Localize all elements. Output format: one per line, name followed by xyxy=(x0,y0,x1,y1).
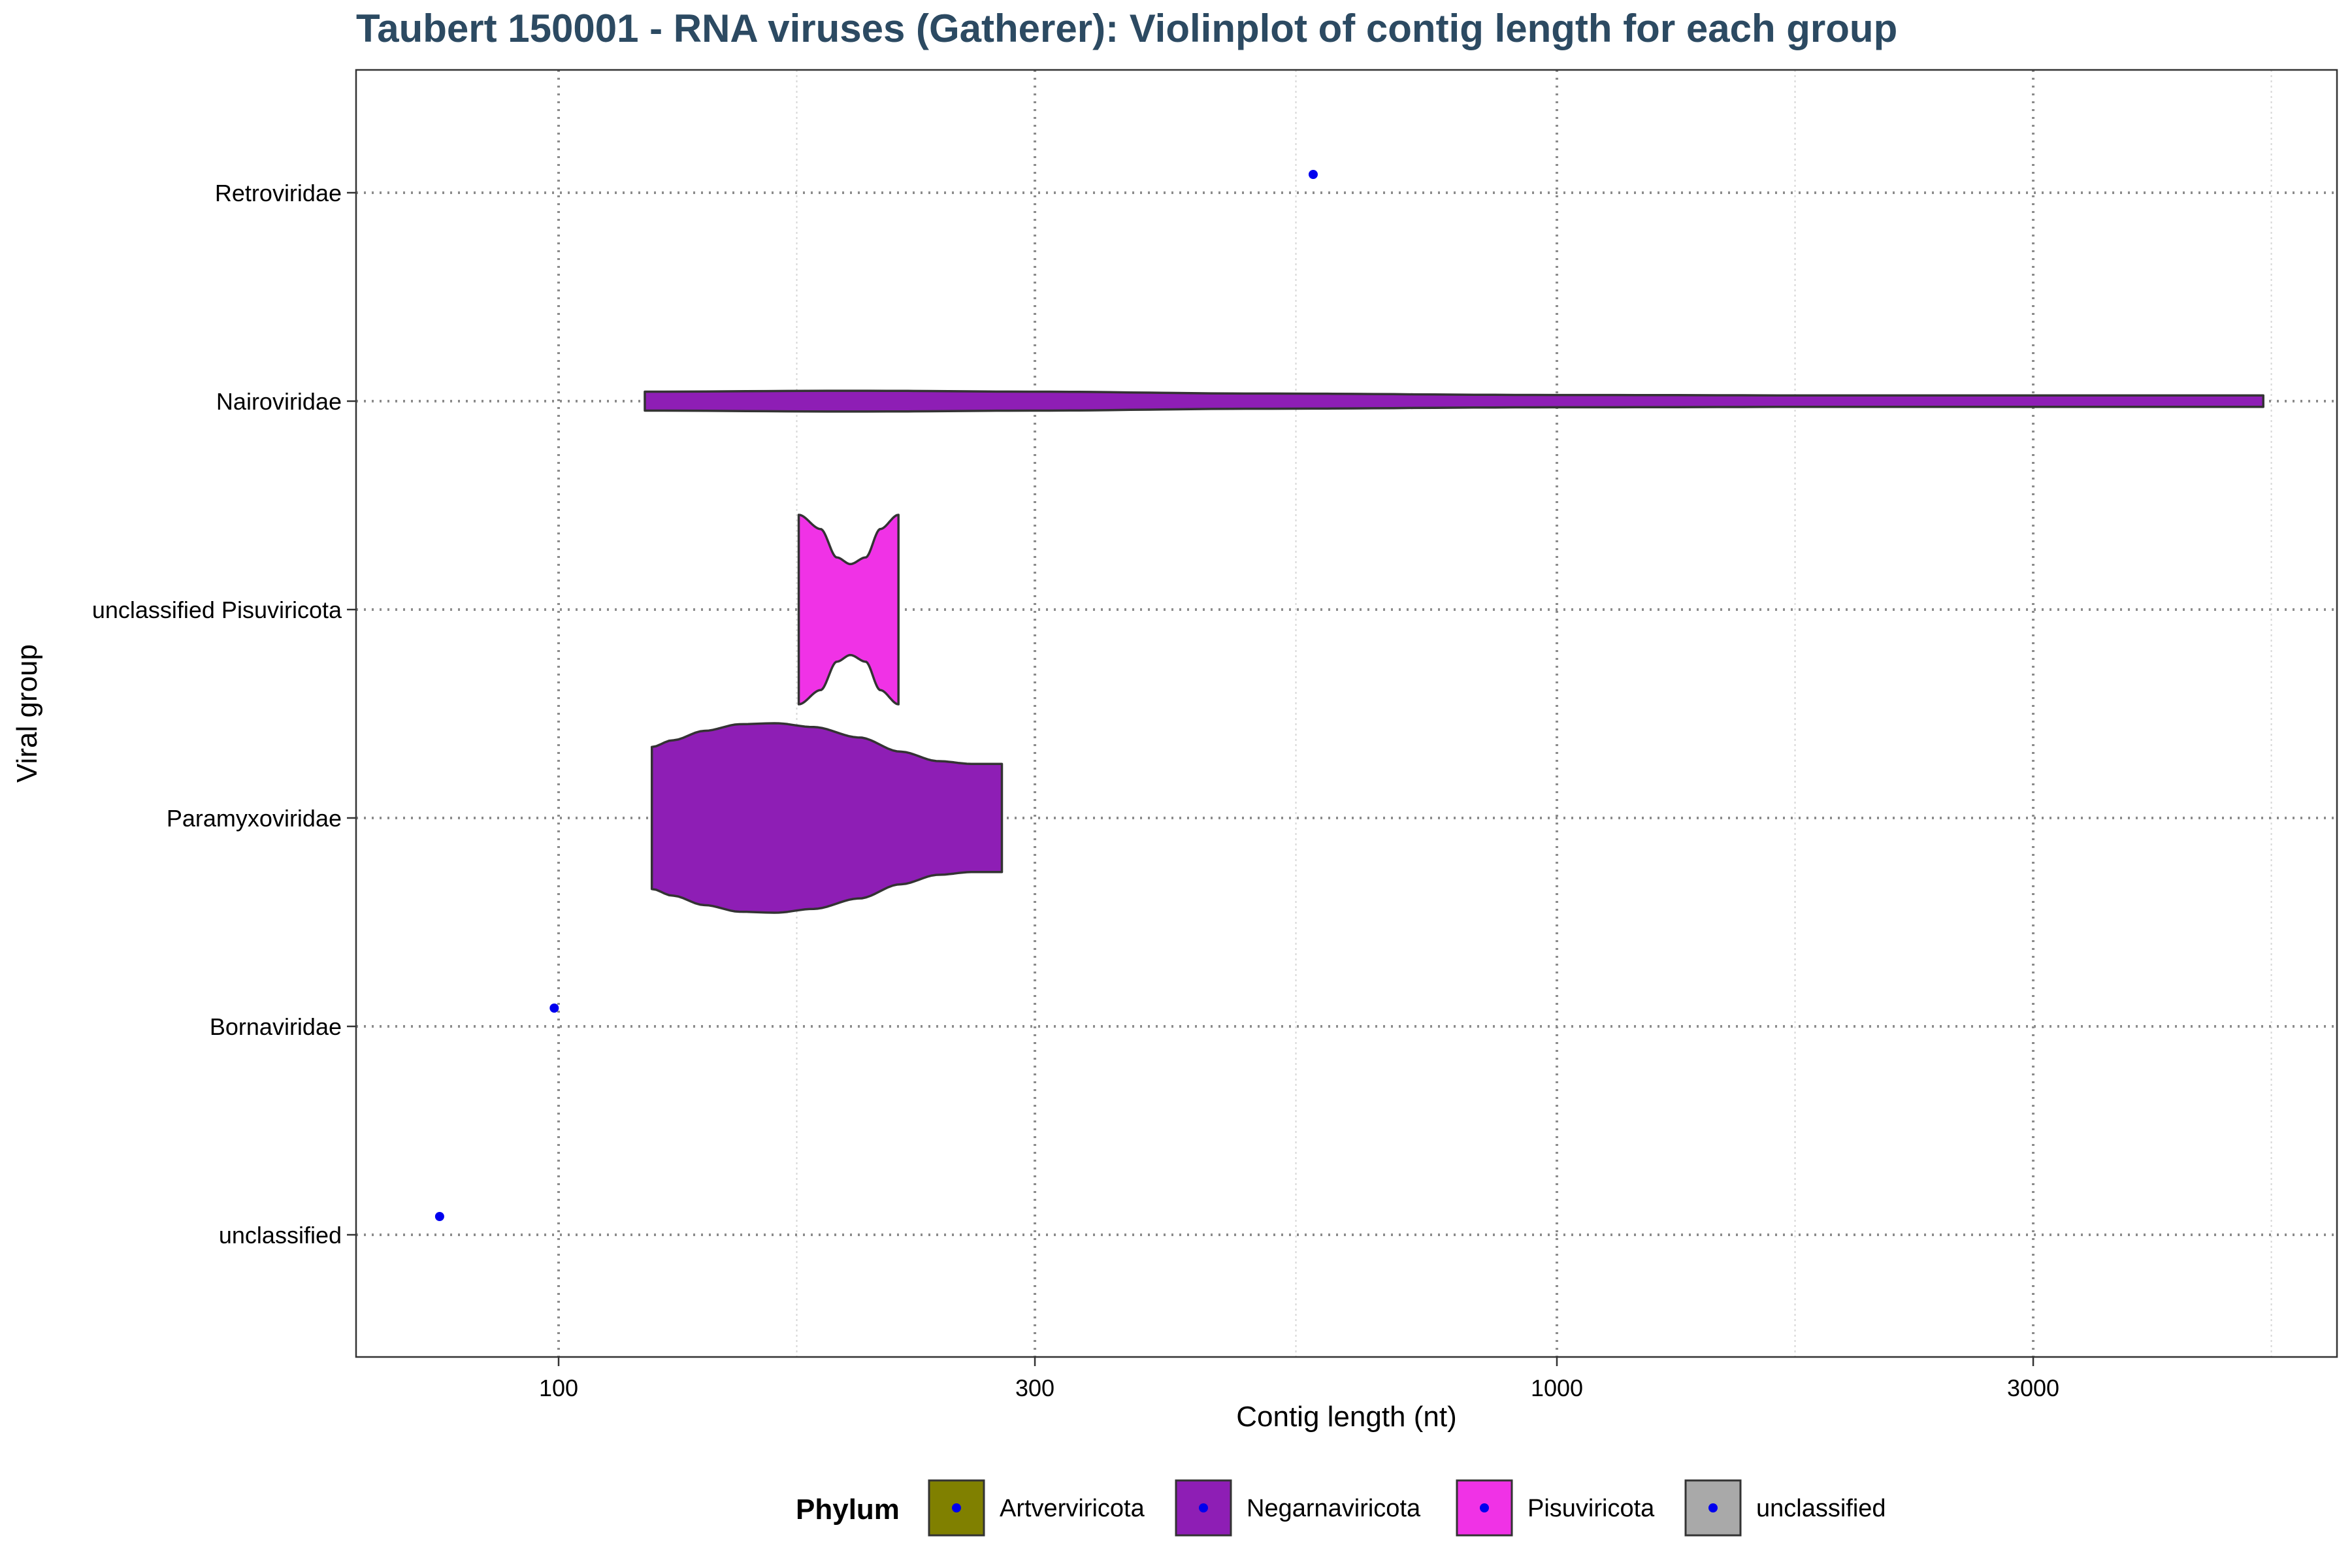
x-axis-label: Contig length (nt) xyxy=(1236,1401,1457,1433)
legend-label: unclassified xyxy=(1756,1495,1886,1522)
legend-label: Pisuviricota xyxy=(1527,1495,1655,1522)
x-tick-label: 1000 xyxy=(1531,1375,1583,1401)
legend-key-point xyxy=(1480,1503,1489,1512)
legend-title: Phylum xyxy=(796,1494,900,1526)
point-layer xyxy=(434,170,1318,1221)
legend-label: Negarnaviricota xyxy=(1247,1495,1421,1522)
legend-key-point xyxy=(1199,1503,1208,1512)
x-tick-label: 100 xyxy=(539,1375,578,1401)
y-axis-label: Viral group xyxy=(11,644,43,783)
legend-entries: Artverviricota Negarnaviricota Pisuviricot… xyxy=(928,1479,1886,1537)
violin-unclassified-pisuviricota xyxy=(797,514,900,706)
data-point-bornaviridae xyxy=(549,1004,559,1013)
y-tick-label: Bornaviridae xyxy=(210,1013,342,1040)
x-tick-label: 3000 xyxy=(2007,1375,2059,1401)
chart-title: Taubert 150001 - RNA viruses (Gatherer):… xyxy=(356,7,1897,50)
y-tick-label: Retroviridae xyxy=(215,180,342,206)
legend: Phylum Artverviricota Negarnaviricota Pisu… xyxy=(796,1479,1886,1537)
data-point-retroviridae xyxy=(1308,170,1318,179)
x-axis: 100 300 1000 3000 xyxy=(539,1357,2059,1401)
data-point-unclassified xyxy=(434,1212,444,1221)
plot-panel-border xyxy=(355,69,2338,1358)
grid-layer xyxy=(356,70,2337,1357)
legend-key-point xyxy=(952,1503,961,1512)
legend-key-point xyxy=(1708,1503,1718,1512)
violin-layer xyxy=(644,389,2264,914)
legend-label: Artverviricota xyxy=(1000,1495,1145,1522)
y-tick-label: unclassified Pisuviricota xyxy=(92,596,342,623)
violin-paramyxoviridae xyxy=(650,722,1004,914)
y-axis: unclassified Bornaviridae Paramyxoviridae u… xyxy=(92,180,356,1249)
y-tick-label: Paramyxoviridae xyxy=(167,805,342,832)
legend-key-unclassified xyxy=(1684,1479,1742,1537)
y-tick-label: unclassified xyxy=(219,1222,342,1249)
violin-nairoviridae xyxy=(644,389,2264,413)
y-tick-label: Nairoviridae xyxy=(216,388,342,415)
x-tick-label: 300 xyxy=(1015,1375,1054,1401)
